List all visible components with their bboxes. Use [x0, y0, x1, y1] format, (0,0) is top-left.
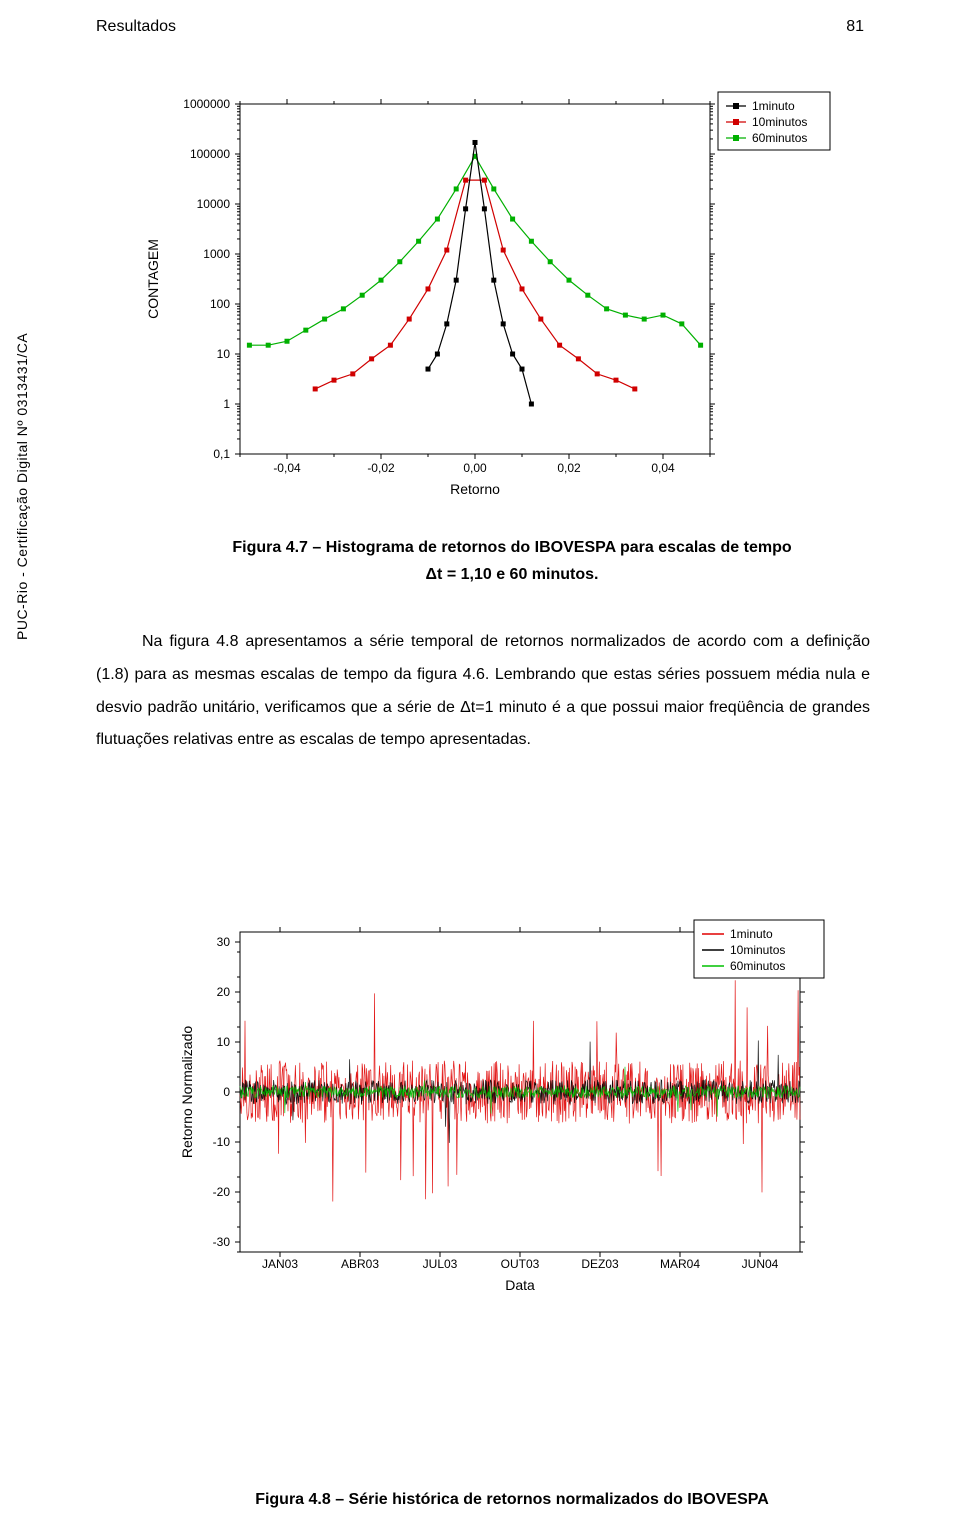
- svg-text:Data: Data: [505, 1277, 535, 1293]
- svg-text:JAN03: JAN03: [262, 1257, 298, 1271]
- svg-text:MAR04: MAR04: [660, 1257, 700, 1271]
- svg-text:1000: 1000: [203, 247, 230, 261]
- svg-text:-10: -10: [213, 1135, 231, 1149]
- svg-text:0,00: 0,00: [463, 461, 487, 475]
- header-page-number: 81: [846, 18, 864, 36]
- figure-histogram: 0,1 1 10 100 1000 10000 100000 1000000 -0,04 -0,0…: [120, 74, 840, 514]
- svg-text:-20: -20: [213, 1185, 231, 1199]
- svg-text:ABR03: ABR03: [341, 1257, 379, 1271]
- svg-text:100000: 100000: [190, 147, 230, 161]
- svg-text:-0,04: -0,04: [273, 461, 301, 475]
- certification-label: PUC-Rio - Certificação Digital Nº 031343…: [14, 333, 30, 640]
- page: Resultados 81 PUC-Rio - Certificação Dig…: [0, 0, 960, 1528]
- body-paragraph: Na figura 4.8 apresentamos a série tempo…: [96, 626, 870, 757]
- caption-1-line-1: Figura 4.7 – Histograma de retornos do I…: [232, 539, 791, 556]
- svg-text:60minutos: 60minutos: [752, 131, 807, 145]
- svg-text:1000000: 1000000: [183, 97, 230, 111]
- figure-caption-2: Figura 4.8 – Série histórica de retornos…: [160, 1486, 864, 1513]
- svg-text:60minutos: 60minutos: [730, 959, 785, 973]
- svg-text:1: 1: [223, 397, 230, 411]
- svg-text:0,04: 0,04: [651, 461, 675, 475]
- svg-text:-0,02: -0,02: [367, 461, 395, 475]
- figure-timeseries: -30 -20 -10 0 10 20 30 JAN03 ABR03 JUL03 OUT03 DEZ0…: [120, 912, 840, 1312]
- paragraph-text: Na figura 4.8 apresentamos a série tempo…: [96, 633, 870, 748]
- svg-text:10minutos: 10minutos: [730, 943, 785, 957]
- svg-text:10: 10: [217, 347, 231, 361]
- caption-2-text: Figura 4.8 – Série histórica de retornos…: [255, 1491, 769, 1508]
- svg-text:JUN04: JUN04: [742, 1257, 779, 1271]
- svg-text:Retorno Normalizado: Retorno Normalizado: [179, 1026, 195, 1158]
- caption-1-line-2: Δt = 1,10 e 60 minutos.: [426, 566, 599, 583]
- svg-text:0: 0: [223, 1085, 230, 1099]
- svg-text:0,1: 0,1: [213, 447, 230, 461]
- svg-text:30: 30: [217, 935, 231, 949]
- svg-text:CONTAGEM: CONTAGEM: [145, 239, 161, 319]
- svg-text:100: 100: [210, 297, 230, 311]
- figure-caption-1: Figura 4.7 – Histograma de retornos do I…: [160, 534, 864, 588]
- svg-text:Retorno: Retorno: [450, 481, 500, 497]
- svg-text:20: 20: [217, 985, 231, 999]
- svg-text:-30: -30: [213, 1235, 231, 1249]
- header-section: Resultados: [96, 18, 176, 36]
- svg-text:10: 10: [217, 1035, 231, 1049]
- svg-text:1minuto: 1minuto: [752, 99, 795, 113]
- svg-text:0,02: 0,02: [557, 461, 581, 475]
- svg-text:OUT03: OUT03: [501, 1257, 540, 1271]
- svg-text:1minuto: 1minuto: [730, 927, 773, 941]
- svg-text:10000: 10000: [197, 197, 231, 211]
- page-header: Resultados 81: [96, 18, 864, 36]
- svg-text:10minutos: 10minutos: [752, 115, 807, 129]
- svg-text:DEZ03: DEZ03: [581, 1257, 619, 1271]
- svg-text:JUL03: JUL03: [423, 1257, 458, 1271]
